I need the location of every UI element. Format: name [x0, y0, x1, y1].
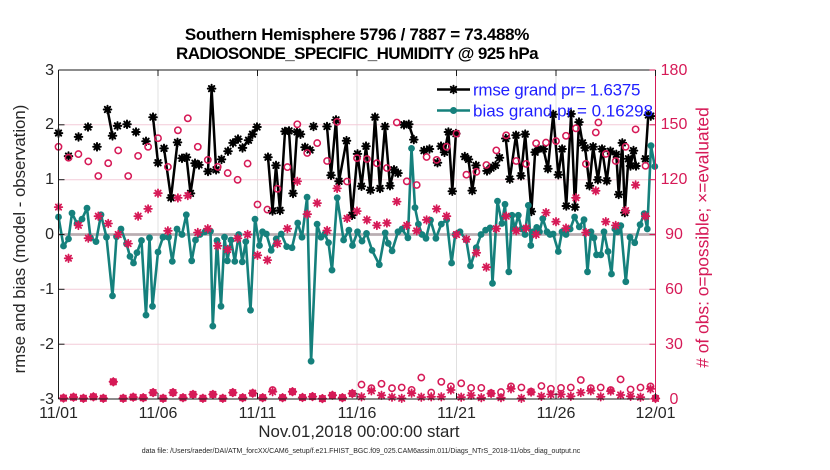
svg-text:bias grand pr = 0.16298: bias grand pr = 0.16298 [473, 102, 653, 121]
svg-text:rmse grand pr= 1.6375: rmse grand pr= 1.6375 [473, 81, 640, 100]
